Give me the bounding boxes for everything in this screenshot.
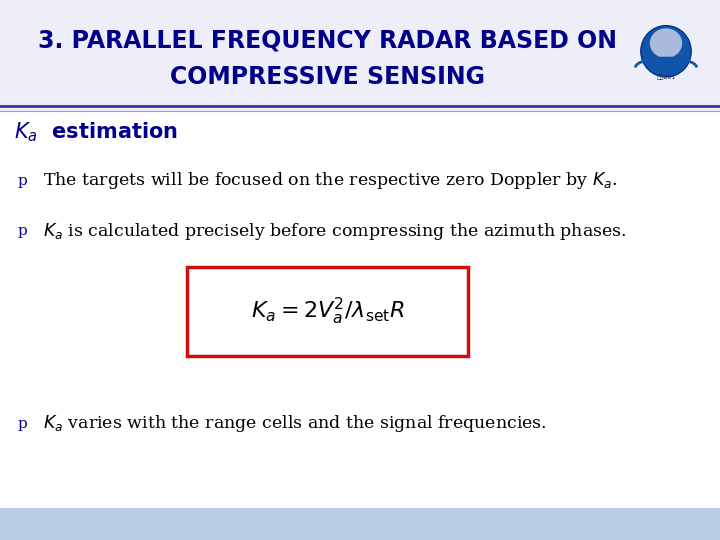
Text: p: p bbox=[18, 174, 28, 188]
Text: $K_a = 2V_a^2/\lambda_{\rm set}R$: $K_a = 2V_a^2/\lambda_{\rm set}R$ bbox=[251, 296, 405, 327]
Text: p: p bbox=[18, 417, 28, 431]
Text: 北航201: 北航201 bbox=[657, 75, 675, 80]
Text: $\mathit{K}_a$ varies with the range cells and the signal frequencies.: $\mathit{K}_a$ varies with the range cel… bbox=[43, 414, 547, 434]
Text: COMPRESSIVE SENSING: COMPRESSIVE SENSING bbox=[170, 65, 485, 89]
Bar bbox=[0, 0, 720, 111]
Text: p: p bbox=[18, 224, 28, 238]
Text: 3. PARALLEL FREQUENCY RADAR BASED ON: 3. PARALLEL FREQUENCY RADAR BASED ON bbox=[38, 29, 617, 52]
Text: The targets will be focused on the respective zero Doppler by $\mathit{K}_a$.: The targets will be focused on the respe… bbox=[43, 171, 618, 191]
Ellipse shape bbox=[649, 28, 683, 58]
Text: $\mathit{K}_a$  estimation: $\mathit{K}_a$ estimation bbox=[14, 120, 179, 144]
FancyBboxPatch shape bbox=[187, 267, 468, 356]
Text: $\mathit{K}_a$ is calculated precisely before compressing the azimuth phases.: $\mathit{K}_a$ is calculated precisely b… bbox=[43, 221, 626, 241]
Bar bbox=[0, 508, 720, 540]
Ellipse shape bbox=[641, 25, 691, 77]
